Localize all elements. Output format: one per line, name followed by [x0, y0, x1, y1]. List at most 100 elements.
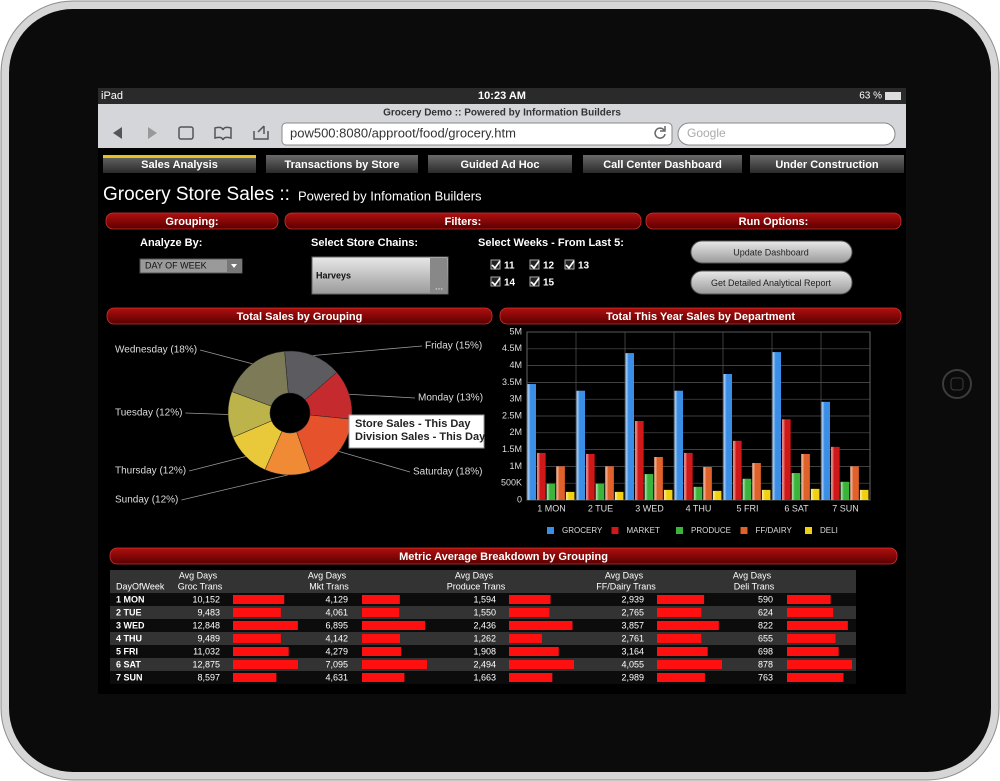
bookmarks-button[interactable]: [214, 126, 232, 141]
bar: [674, 390, 683, 500]
x-tick-label: 1 MON: [537, 503, 566, 513]
bar: [761, 489, 771, 500]
cell-bar: [233, 660, 298, 669]
cell-value: 4,631: [325, 672, 348, 682]
legend-label: GROCERY: [562, 526, 603, 535]
page-title: Grocery Demo :: Powered by Information B…: [383, 108, 621, 119]
cell-value: 2,494: [473, 659, 496, 669]
cell-bar: [509, 660, 574, 669]
cell-bar: [509, 621, 573, 630]
button[interactable]: [690, 270, 853, 295]
battery-icon: [885, 92, 901, 100]
tab-label: Call Center Dashboard: [603, 159, 722, 171]
column-header: DayOfWeek: [116, 581, 165, 591]
button[interactable]: [690, 240, 853, 264]
cell-value: 2,436: [473, 620, 496, 630]
leader-line: [313, 345, 423, 356]
section-header-bar: [284, 212, 642, 230]
tab[interactable]: [583, 155, 742, 173]
y-tick-label: 3M: [509, 394, 522, 404]
home-button[interactable]: [942, 369, 972, 399]
cell-bar: [509, 673, 553, 682]
slice-label: Saturday (18%): [413, 467, 482, 478]
bar: [684, 452, 693, 500]
week-option: 12: [543, 261, 555, 272]
share-button[interactable]: [253, 125, 269, 140]
store-chains-label: Select Store Chains:: [311, 237, 418, 249]
cell-value: 655: [758, 633, 773, 643]
checkmark: [530, 277, 540, 287]
y-tick-label: 2M: [509, 427, 522, 437]
tab-label: Sales Analysis: [141, 159, 218, 171]
cell-bar: [233, 634, 281, 643]
bar: [831, 446, 840, 500]
grouping-selected: DAY OF WEEK: [145, 260, 207, 270]
cell-bar: [362, 673, 405, 682]
cell-bar: [362, 634, 400, 643]
row-label: 7 SUN: [116, 672, 143, 682]
cell-bar: [509, 608, 550, 617]
cell-bar: [787, 673, 844, 682]
checkbox[interactable]: [564, 259, 575, 270]
search-placeholder: Google: [687, 126, 726, 140]
reload-button[interactable]: [654, 126, 666, 139]
pie-chart: Total Sales by Grouping Friday (15%) Monda…: [106, 307, 493, 506]
column-header: Avg Days: [605, 570, 644, 580]
tab[interactable]: [266, 155, 418, 173]
search-field[interactable]: [677, 122, 896, 146]
y-tick-label: 4.5M: [502, 343, 522, 353]
store-chains-list[interactable]: [311, 256, 449, 295]
back-button[interactable]: [113, 127, 122, 139]
legend-swatch: [740, 527, 748, 534]
device-name: iPad: [101, 90, 123, 102]
pie-slice[interactable]: [231, 350, 289, 407]
tab[interactable]: [428, 155, 572, 173]
slice-label: Monday (13%): [418, 393, 483, 404]
url-field[interactable]: [281, 122, 673, 146]
cell-bar: [362, 608, 400, 617]
column-header: Mkt Trans: [309, 581, 349, 591]
bar: [546, 483, 556, 500]
bar: [565, 491, 575, 500]
checkmark: [491, 260, 501, 270]
week-option: 13: [578, 261, 590, 272]
column-header: Avg Days: [733, 570, 772, 580]
bar: [625, 353, 634, 500]
forward-button[interactable]: [148, 127, 157, 139]
cell-value: 763: [758, 672, 773, 682]
bar: [663, 489, 673, 500]
bar: [840, 481, 850, 500]
cell-bar: [233, 621, 298, 630]
tab-bar: Sales Analysis Transactions by Store Guide…: [103, 155, 904, 173]
tab[interactable]: [750, 155, 904, 173]
cell-value: 1,908: [473, 646, 496, 656]
checkbox[interactable]: [529, 259, 540, 270]
checkbox[interactable]: [490, 276, 501, 287]
column-header: Produce Trans: [447, 581, 506, 591]
cell-bar: [362, 660, 427, 669]
bar: [850, 466, 859, 500]
grouping-dropdown[interactable]: [139, 258, 243, 274]
tabs-button[interactable]: [178, 126, 194, 140]
cell-value: 4,129: [325, 594, 348, 604]
section-headers: Grouping: Filters: Run Options:: [105, 212, 902, 230]
checkbox[interactable]: [490, 259, 501, 270]
bar: [810, 488, 820, 500]
checkbox[interactable]: [529, 276, 540, 287]
row-label: 3 WED: [116, 620, 145, 630]
y-tick-label: 5M: [509, 326, 522, 336]
bar: [782, 419, 791, 500]
legend-label: PRODUCE: [691, 526, 731, 535]
tab[interactable]: [103, 155, 256, 173]
slice-label: Wednesday (18%): [115, 345, 197, 356]
y-tick-label: 3.5M: [502, 377, 522, 387]
cell-value: 3,164: [621, 646, 644, 656]
chart-title-bar: [499, 307, 902, 325]
bar: [801, 453, 810, 500]
x-tick-label: 5 FRI: [736, 503, 758, 513]
cell-bar: [233, 608, 281, 617]
cell-bar: [362, 595, 400, 604]
cell-value: 1,550: [473, 607, 496, 617]
legend-label: MARKET: [627, 526, 660, 535]
cell-bar: [657, 673, 705, 682]
